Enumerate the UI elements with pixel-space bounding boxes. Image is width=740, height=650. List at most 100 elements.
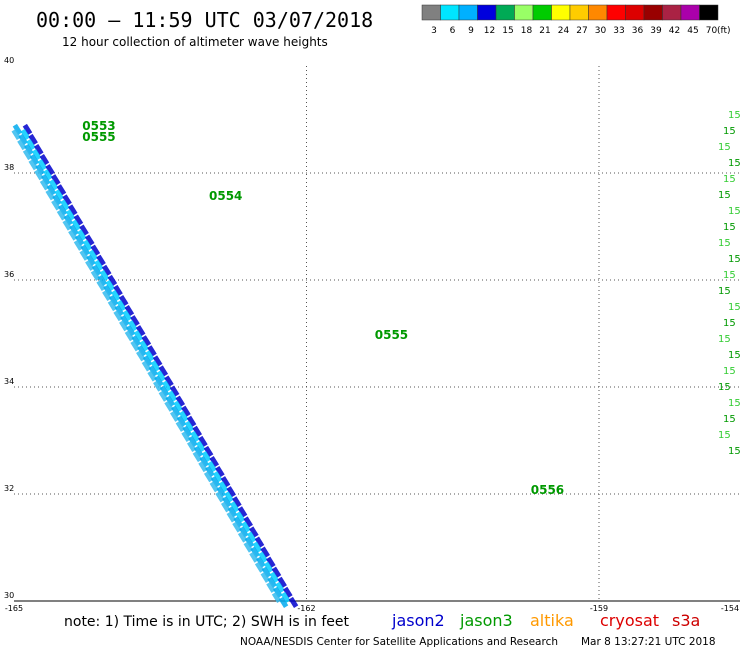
- track-point: [159, 385, 170, 397]
- data-label-partial: 15: [723, 366, 736, 377]
- chart-subtitle: 12 hour collection of altimeter wave hei…: [62, 35, 328, 49]
- track-point: [246, 531, 257, 543]
- track-point: [90, 244, 101, 256]
- track-point: [20, 128, 31, 141]
- x-tick-label: -165: [5, 604, 23, 613]
- data-label-partial: 15: [723, 222, 736, 233]
- track-point: [192, 425, 203, 437]
- track-point: [249, 526, 259, 538]
- track-point: [275, 581, 285, 593]
- track-point: [79, 224, 89, 236]
- data-label-partial: 15: [728, 350, 740, 361]
- track-point: [147, 345, 157, 357]
- track-point: [141, 360, 152, 372]
- colorbar-tick-label: 45: [687, 26, 698, 36]
- track-point: [41, 174, 51, 186]
- track-point: [209, 481, 220, 493]
- track-point: [175, 395, 186, 407]
- data-label-partial: 15: [728, 254, 740, 265]
- track-point: [205, 466, 215, 478]
- track-point: [186, 415, 197, 427]
- track-point: [184, 420, 195, 432]
- data-label-partial: 15: [718, 382, 731, 393]
- data-label-partial: 15: [718, 142, 731, 153]
- track-point: [34, 143, 44, 156]
- track-point: [77, 229, 87, 241]
- track-point: [114, 305, 125, 317]
- colorbar-tick-label: 9: [468, 26, 474, 36]
- track-point: [203, 471, 214, 483]
- track-point: [101, 264, 112, 276]
- track-point: [181, 405, 191, 417]
- track-point: [278, 596, 289, 608]
- data-label-partial: 15: [718, 430, 731, 441]
- track-point: [260, 546, 270, 558]
- track-point: [22, 123, 33, 135]
- track-point: [195, 440, 206, 453]
- track-point: [136, 350, 146, 362]
- track-point: [241, 521, 251, 533]
- note-text: note: 1) Time is in UTC; 2) SWH is in fe…: [64, 614, 350, 630]
- track-point: [164, 400, 174, 412]
- colorbar-tick-label: 18: [521, 26, 533, 36]
- track-point: [266, 556, 276, 568]
- track-point: [85, 259, 95, 271]
- track-point: [124, 305, 135, 317]
- track-point: [224, 491, 234, 503]
- track-time-label: 0554: [209, 189, 242, 203]
- colorbar-swatch: [440, 4, 460, 21]
- track-point: [181, 430, 191, 442]
- track-point: [220, 501, 231, 513]
- track-point: [147, 370, 157, 382]
- track-point: [201, 450, 212, 463]
- track-point: [154, 375, 164, 387]
- track-point: [31, 149, 42, 161]
- track-point: [137, 345, 147, 357]
- track-point: [80, 244, 91, 256]
- data-label-partial: 15: [728, 398, 740, 409]
- track-time-label: 0556: [531, 483, 564, 497]
- track-point: [254, 536, 265, 548]
- track-point: [261, 566, 272, 578]
- track-point: [131, 335, 142, 347]
- track-point: [128, 320, 138, 332]
- track-point: [133, 330, 144, 342]
- track-point: [124, 330, 135, 342]
- track-point: [260, 571, 271, 583]
- track-point: [73, 239, 84, 251]
- colorbar-tick-label: 33: [613, 26, 624, 36]
- track-point: [54, 189, 65, 201]
- colorbar-swatch: [662, 4, 682, 21]
- track-point: [69, 224, 79, 236]
- track-point: [227, 506, 238, 518]
- track-point: [199, 455, 210, 468]
- track-point: [158, 390, 169, 402]
- data-label-partial: 15: [723, 414, 736, 425]
- track-point: [18, 133, 28, 146]
- track-point: [35, 164, 45, 176]
- track-point: [158, 365, 169, 377]
- y-tick-label: 36: [4, 270, 14, 279]
- track-time-label: 0555: [82, 130, 115, 144]
- track-point: [186, 440, 197, 453]
- track-point: [175, 420, 186, 432]
- track-point: [256, 556, 266, 568]
- colorbar-swatch: [532, 4, 552, 21]
- track-point: [107, 299, 118, 312]
- track-point: [142, 355, 153, 367]
- y-tick-label: 30: [4, 591, 14, 600]
- track-point: [229, 501, 240, 513]
- data-label-partial: 15: [718, 286, 731, 297]
- track-point: [28, 133, 38, 146]
- track-point: [226, 486, 236, 498]
- data-label-partial: 15: [728, 110, 740, 121]
- colorbar-swatch: [680, 4, 700, 21]
- track-point: [258, 551, 268, 563]
- colorbar-swatch: [421, 4, 441, 21]
- data-label-partial: 15: [723, 174, 736, 185]
- track-point: [37, 159, 48, 171]
- track-point: [165, 395, 176, 407]
- legend-altika: altika: [530, 611, 574, 630]
